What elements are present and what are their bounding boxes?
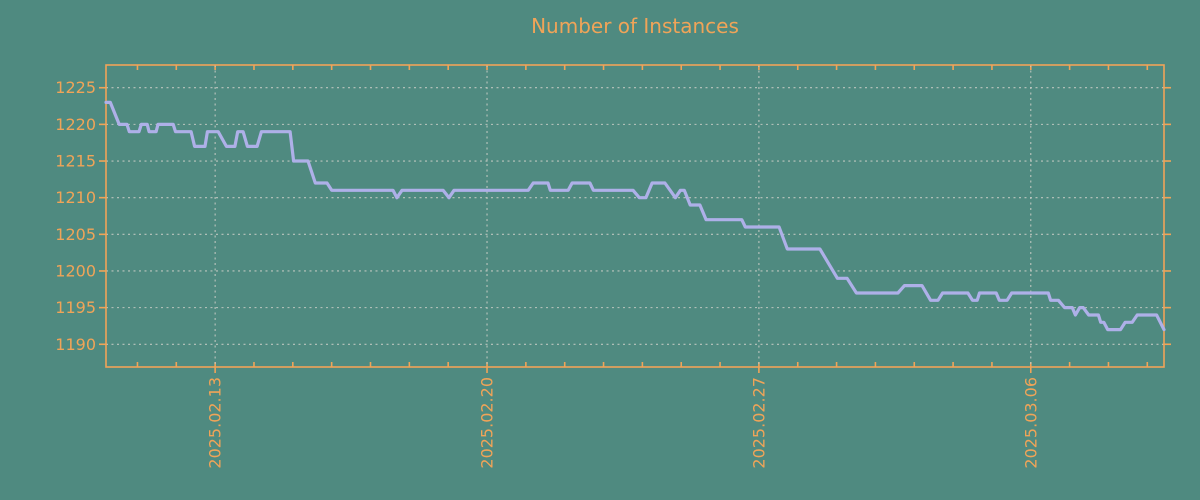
chart-title: Number of Instances xyxy=(531,14,739,38)
y-tick-label: 1220 xyxy=(55,115,96,134)
axis-frame xyxy=(105,64,1165,368)
y-tick-label: 1210 xyxy=(55,188,96,207)
x-tick-label: 2025.03.06 xyxy=(1021,377,1040,469)
x-tick-label: 2025.02.27 xyxy=(749,377,768,469)
x-tick-label: 2025.02.13 xyxy=(206,377,225,469)
y-tick-label: 1205 xyxy=(55,225,96,244)
x-tick-label: 2025.02.20 xyxy=(478,377,497,469)
y-tick-label: 1190 xyxy=(55,335,96,354)
y-tick-label: 1215 xyxy=(55,152,96,171)
y-tick-label: 1225 xyxy=(55,78,96,97)
y-tick-label: 1200 xyxy=(55,261,96,280)
data-line xyxy=(104,100,1166,332)
y-tick-label: 1195 xyxy=(55,298,96,317)
